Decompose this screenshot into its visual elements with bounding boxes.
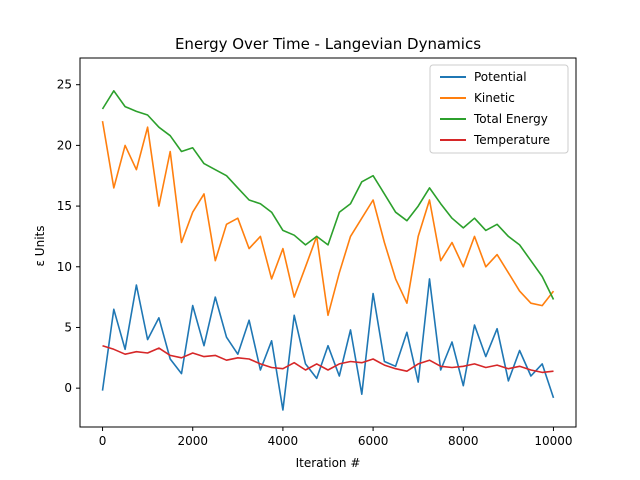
legend-label: Temperature — [473, 133, 550, 147]
legend-box — [429, 64, 569, 154]
y-tick-label: 15 — [57, 199, 72, 213]
x-tick-label: 4000 — [268, 434, 299, 448]
plot-frame — [79, 57, 577, 428]
legend-label: Total Energy — [473, 112, 548, 126]
y-tick-label: 10 — [57, 260, 72, 274]
series-line-kinetic — [101, 120, 555, 317]
x-tick-label: 0 — [99, 434, 107, 448]
chart-title: Energy Over Time - Langevian Dynamics — [175, 35, 481, 53]
x-axis-label: Iteration # — [296, 456, 361, 470]
y-tick-label: 20 — [57, 138, 72, 152]
axes — [79, 57, 577, 428]
series-line-total-energy — [101, 90, 555, 300]
x-tick-label: 6000 — [358, 434, 389, 448]
y-tick-label: 25 — [57, 78, 72, 92]
legend-label: Kinetic — [474, 91, 515, 105]
ticks: 0 2000 4000 6000 8000 10000 0 5 10 15 20 25 — [57, 78, 573, 448]
series-line-potential — [101, 278, 555, 411]
x-tick-label: 10000 — [534, 434, 572, 448]
x-tick-label: 2000 — [177, 434, 208, 448]
x-tick-label: 8000 — [448, 434, 479, 448]
legend: Potential Kinetic Total Energy Temperature — [429, 64, 569, 154]
y-tick-label: 5 — [64, 320, 72, 334]
y-axis-label: ε Units — [33, 226, 47, 267]
legend-label: Potential — [474, 70, 527, 84]
plot-lines — [101, 90, 555, 411]
series-line-temperature — [102, 344, 554, 374]
y-tick-label: 0 — [64, 381, 72, 395]
